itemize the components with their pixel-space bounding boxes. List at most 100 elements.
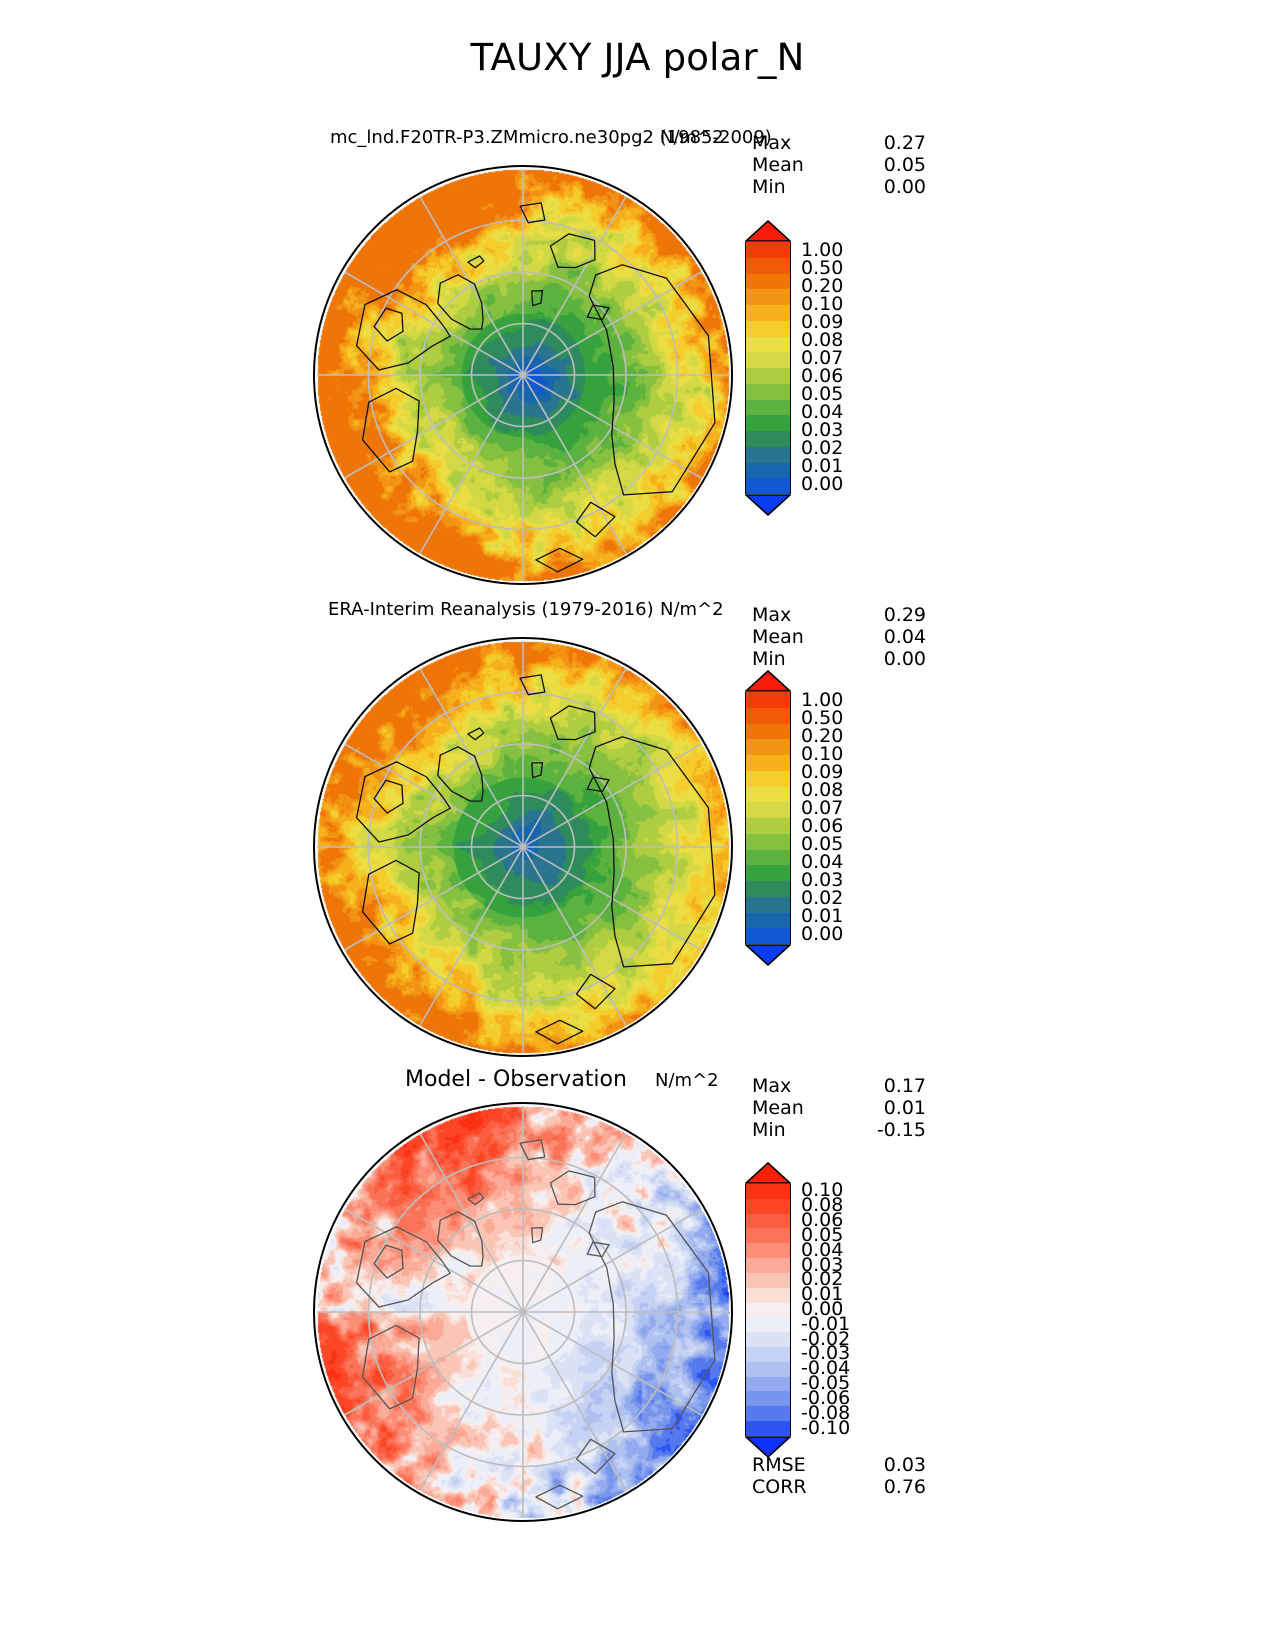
stat-value-corr: 0.76 <box>883 1476 926 1498</box>
colorbar-segment <box>745 431 791 447</box>
colorbar-segment <box>745 289 791 305</box>
panel-difference-stats: Max 0.17 Mean 0.01 Min -0.15 <box>752 1075 932 1141</box>
panel-model: mc_lnd.F20TR-P3.ZMmicro.ne30pg2 (1985-20… <box>0 120 1275 585</box>
colorbar-segment <box>745 257 791 274</box>
colorbar-tick-label: 0.08 <box>801 1194 844 1217</box>
colorbar-tick-label: 0.07 <box>801 347 844 369</box>
colorbar-segment <box>745 755 791 771</box>
colorbar-segment <box>745 1317 791 1333</box>
colorbar-segment <box>745 739 791 755</box>
colorbar-segment <box>745 1287 791 1303</box>
colorbar-tick-label: 0.00 <box>801 923 844 945</box>
colorbar-body <box>745 242 791 494</box>
colorbar-segment <box>745 1243 791 1259</box>
panel-model-title: mc_lnd.F20TR-P3.ZMmicro.ne30pg2 (1985-20… <box>330 127 772 148</box>
stat-row-mean: Mean 0.01 <box>752 1097 932 1119</box>
colorbar-body <box>745 1184 791 1436</box>
colorbar-segment <box>745 1332 791 1347</box>
panel-observation-units: N/m^2 <box>660 599 724 620</box>
polar-map-model[interactable] <box>313 165 733 585</box>
colorbar-segment <box>745 1272 791 1288</box>
colorbar-segment <box>745 1228 791 1244</box>
stat-row-max: Max 0.27 <box>752 132 932 154</box>
panel-difference-units: N/m^2 <box>655 1070 719 1091</box>
panel-model-units: N/m^2 <box>660 127 724 148</box>
colorbar-tick-label: 1.00 <box>801 689 844 711</box>
colorbar-tick-label: -0.04 <box>801 1357 851 1380</box>
colorbar-segment <box>745 818 791 834</box>
colorbar-difference[interactable]: 0.10 0.08 0.06 0.05 0.04 0.03 0.02 0.01 0.00 -0.0… <box>743 1161 850 1458</box>
colorbar-segment <box>745 849 791 866</box>
stat-label-min: Min <box>752 176 786 198</box>
stat-row-mean: Mean 0.04 <box>752 626 932 648</box>
colorbar-segment <box>745 446 791 463</box>
stat-label-min: Min <box>752 1119 786 1141</box>
stat-value-rmse: 0.03 <box>883 1454 926 1476</box>
colorbar-tick-label: 0.04 <box>801 851 844 873</box>
colorbar-segment <box>745 1302 791 1318</box>
map-field-canvas <box>315 639 731 1055</box>
colorbar-tick-label: -0.06 <box>801 1386 851 1409</box>
stat-row-max: Max 0.17 <box>752 1075 932 1097</box>
stat-row-min: Min 0.00 <box>752 648 932 670</box>
colorbar-segment <box>745 368 791 384</box>
colorbar-tick-label: -0.10 <box>801 1416 851 1439</box>
colorbar-tick-label: 0.10 <box>801 743 844 765</box>
stat-value-min: -0.15 <box>876 1119 926 1141</box>
colorbar-bottom-cap <box>743 494 793 517</box>
colorbar-segment <box>745 273 791 290</box>
colorbar-segment <box>745 1346 791 1362</box>
colorbar-tick-label: 0.02 <box>801 437 844 459</box>
colorbar-tick-label: 0.03 <box>801 869 844 891</box>
colorbar-segment <box>745 478 791 494</box>
colorbar-top-cap <box>743 219 793 242</box>
colorbar-observation[interactable]: 1.00 0.50 0.20 0.10 0.09 0.08 0.07 0.06 0.05 0.04… <box>743 669 843 967</box>
polar-map-observation[interactable] <box>313 637 733 1057</box>
colorbar-segment <box>745 305 791 321</box>
colorbar-segment <box>745 896 791 913</box>
colorbar-segment <box>745 1184 791 1199</box>
colorbar-tick-label: 0.05 <box>801 833 844 855</box>
colorbar-body <box>745 692 791 944</box>
colorbar-tick-label: 0.01 <box>801 455 844 477</box>
colorbar-tick-label: 0.10 <box>801 1179 844 1202</box>
colorbar-tick-label: 0.05 <box>801 1223 844 1246</box>
panel-model-stats: Max 0.27 Mean 0.05 Min 0.00 <box>752 132 932 198</box>
difference-footer-stats: RMSE 0.03 CORR 0.76 <box>752 1454 932 1498</box>
colorbar-segment <box>745 786 791 803</box>
colorbar-tick-label: 0.00 <box>801 1298 844 1320</box>
colorbar-segment <box>745 692 791 708</box>
colorbar-top-cap <box>743 669 793 692</box>
stat-value-min: 0.00 <box>883 648 926 670</box>
colorbar-segment <box>745 928 791 944</box>
colorbar-tick-label: 0.10 <box>801 293 844 315</box>
stat-row-min: Min -0.15 <box>752 1119 932 1141</box>
stat-label-corr: CORR <box>752 1476 807 1498</box>
colorbar-tick-label: 0.07 <box>801 797 844 819</box>
colorbar-tick-label: 0.50 <box>801 257 844 279</box>
colorbar-segment <box>745 1213 791 1229</box>
stat-row-mean: Mean 0.05 <box>752 154 932 176</box>
stat-value-max: 0.17 <box>883 1075 926 1097</box>
colorbar-model[interactable]: 1.00 0.50 0.20 0.10 0.09 0.08 0.07 0.06 0.05 0.04… <box>743 219 843 517</box>
polar-map-difference[interactable] <box>313 1102 733 1522</box>
colorbar-top-cap <box>743 1161 793 1184</box>
colorbar-tick-label: 1.00 <box>801 239 844 261</box>
stat-label-mean: Mean <box>752 1097 804 1119</box>
colorbar-tick-label: 0.04 <box>801 1238 844 1261</box>
colorbar-segment <box>745 1406 791 1421</box>
colorbar-tick-label: 0.05 <box>801 383 844 405</box>
colorbar-segment <box>745 383 791 400</box>
stat-row-corr: CORR 0.76 <box>752 1476 932 1498</box>
colorbar-tick-label: -0.08 <box>801 1401 851 1424</box>
colorbar-segment <box>745 415 791 431</box>
colorbar-tick-label: 0.02 <box>801 1268 844 1291</box>
colorbar-tick-label: 0.20 <box>801 725 844 747</box>
colorbar-tick-label: 0.01 <box>801 905 844 927</box>
stat-label-mean: Mean <box>752 626 804 648</box>
colorbar-tick-label: 0.03 <box>801 419 844 441</box>
colorbar-tick-label: 0.06 <box>801 365 844 387</box>
map-field-canvas <box>315 167 731 583</box>
colorbar-segment <box>745 912 791 929</box>
colorbar-segment <box>745 802 791 818</box>
